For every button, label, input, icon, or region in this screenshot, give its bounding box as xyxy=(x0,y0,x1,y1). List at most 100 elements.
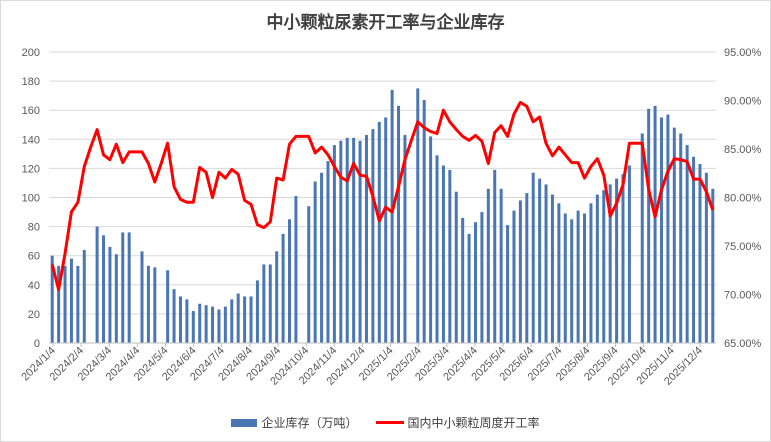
inventory-bar xyxy=(249,296,253,343)
inventory-bar xyxy=(377,121,381,343)
inventory-bar xyxy=(563,213,567,343)
right-axis-tick-label: 85.00% xyxy=(724,144,762,156)
inventory-bar xyxy=(659,117,663,343)
left-axis-tick-label: 0 xyxy=(34,338,40,350)
inventory-bar xyxy=(448,169,452,343)
inventory-bar xyxy=(544,184,548,343)
inventory-bar xyxy=(435,155,439,343)
inventory-bar xyxy=(243,296,247,343)
inventory-bar xyxy=(518,200,522,343)
inventory-bar xyxy=(429,136,433,343)
inventory-bar xyxy=(506,225,510,343)
inventory-bar xyxy=(583,213,587,343)
inventory-bar xyxy=(82,249,86,343)
inventory-bar xyxy=(178,296,182,343)
inventory-bar xyxy=(57,265,61,343)
inventory-bar xyxy=(172,289,176,343)
left-axis-tick-label: 40 xyxy=(28,280,40,292)
inventory-bar xyxy=(294,196,298,343)
left-axis-tick-label: 100 xyxy=(22,193,40,205)
inventory-bar xyxy=(711,188,715,343)
right-axis-tick-label: 65.00% xyxy=(724,338,762,350)
inventory-bar xyxy=(454,191,458,343)
legend-item-operating-rate: 国内中小颗粒周度开工率 xyxy=(375,414,540,431)
inventory-bar xyxy=(647,108,651,344)
left-axis-tick-label: 140 xyxy=(22,134,40,146)
inventory-bar xyxy=(313,181,317,343)
inventory-bar xyxy=(326,161,330,343)
inventory-bar xyxy=(525,193,529,343)
inventory-bar xyxy=(262,264,266,343)
inventory-bar xyxy=(480,212,484,343)
inventory-bar xyxy=(461,217,465,343)
left-axis-tick-label: 120 xyxy=(22,163,40,175)
inventory-bar xyxy=(255,280,259,343)
inventory-bar xyxy=(364,134,368,343)
inventory-bar xyxy=(512,210,516,343)
inventory-bar xyxy=(441,165,445,343)
legend-label-operating-rate: 国内中小颗粒周度开工率 xyxy=(407,416,540,430)
inventory-bar xyxy=(595,194,599,343)
inventory-bar xyxy=(307,206,311,343)
right-axis-tick-label: 95.00% xyxy=(724,47,762,59)
inventory-bar xyxy=(493,169,497,343)
left-axis-tick-label: 60 xyxy=(28,251,40,263)
inventory-bar xyxy=(473,222,477,343)
inventory-bar xyxy=(416,88,420,343)
inventory-bar xyxy=(230,299,234,343)
left-axis-tick-label: 160 xyxy=(22,105,40,117)
inventory-bar xyxy=(570,219,574,343)
legend: 企业库存（万吨） 国内中小颗粒周度开工率 xyxy=(0,414,771,431)
inventory-bar xyxy=(358,140,362,343)
inventory-bar xyxy=(198,303,202,343)
inventory-bar xyxy=(352,137,356,343)
inventory-bar xyxy=(102,235,106,343)
chart-title: 中小颗粒尿素开工率与企业库存 xyxy=(266,13,505,33)
inventory-bar xyxy=(403,134,407,343)
inventory-bar xyxy=(550,194,554,343)
inventory-bar xyxy=(76,265,80,343)
inventory-bar xyxy=(69,258,73,343)
inventory-bar xyxy=(223,306,227,343)
legend-bar-swatch xyxy=(231,418,258,427)
inventory-bar xyxy=(332,145,336,343)
inventory-bar xyxy=(236,293,240,343)
inventory-bar xyxy=(672,127,676,343)
right-axis-tick-label: 75.00% xyxy=(724,241,762,253)
left-axis-tick-label: 200 xyxy=(22,47,40,59)
left-axis-tick-label: 80 xyxy=(28,222,40,234)
inventory-bar xyxy=(185,299,189,343)
inventory-bar xyxy=(217,309,221,343)
inventory-bar xyxy=(422,100,426,343)
legend-line-swatch xyxy=(375,421,404,424)
legend-item-inventory: 企业库存（万吨） xyxy=(231,414,358,431)
inventory-bar xyxy=(108,246,112,343)
inventory-bar xyxy=(390,89,394,343)
inventory-bar xyxy=(704,172,708,343)
inventory-bar xyxy=(685,145,689,343)
inventory-bar xyxy=(666,114,670,343)
inventory-bar xyxy=(211,306,215,343)
inventory-bar xyxy=(345,137,349,343)
inventory-bar xyxy=(602,190,606,343)
inventory-bar xyxy=(339,140,343,343)
inventory-bar xyxy=(191,310,195,343)
inventory-bar xyxy=(621,174,625,343)
inventory-bar xyxy=(384,117,388,343)
inventory-bar xyxy=(397,105,401,344)
inventory-bar xyxy=(320,172,324,343)
inventory-bar xyxy=(615,178,619,343)
inventory-bar xyxy=(95,226,99,343)
inventory-bar xyxy=(268,264,272,343)
inventory-bar xyxy=(640,133,644,343)
right-axis-tick-label: 90.00% xyxy=(724,96,762,108)
inventory-bar xyxy=(589,203,593,343)
inventory-bar xyxy=(692,156,696,343)
inventory-bar xyxy=(486,188,490,343)
right-axis-tick-label: 80.00% xyxy=(724,193,762,205)
inventory-bar xyxy=(204,305,208,343)
inventory-bar xyxy=(557,203,561,343)
legend-label-inventory: 企业库存（万吨） xyxy=(261,416,358,430)
inventory-bar xyxy=(275,251,279,343)
